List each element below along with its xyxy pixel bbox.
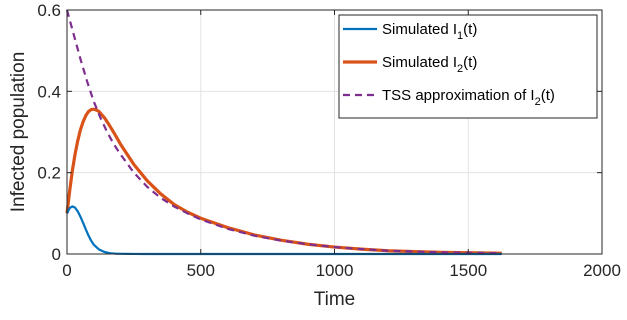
ticks: 0 500 1000 1500 2000 0 0.2 0.4 0.6: [37, 1, 621, 280]
legend-entry-3: TSS approximation of I2(t): [382, 87, 555, 108]
y-tick-label: 0.4: [37, 82, 61, 101]
x-tick-label: 1500: [449, 261, 487, 280]
y-tick-label: 0.2: [37, 164, 61, 183]
legend: Simulated I1(t) Simulated I2(t) TSS approx…: [338, 14, 598, 119]
series-line-3: [65, 9, 502, 255]
x-tick-label: 0: [62, 261, 71, 280]
x-tick-label: 500: [187, 261, 215, 280]
y-tick-label: 0.6: [37, 1, 61, 20]
series-line-1: [66, 205, 502, 256]
x-axis-label: Time: [314, 289, 356, 310]
x-tick-label: 1000: [316, 261, 354, 280]
x-tick-label: 2000: [583, 261, 621, 280]
legend-box: [338, 14, 598, 119]
y-tick-label: 0: [52, 245, 61, 264]
legend-entry-1: Simulated I1(t): [382, 21, 477, 42]
y-axis-label: Infected population: [8, 52, 29, 213]
legend-entry-2: Simulated I2(t): [382, 54, 477, 75]
series-line-2: [65, 107, 502, 255]
